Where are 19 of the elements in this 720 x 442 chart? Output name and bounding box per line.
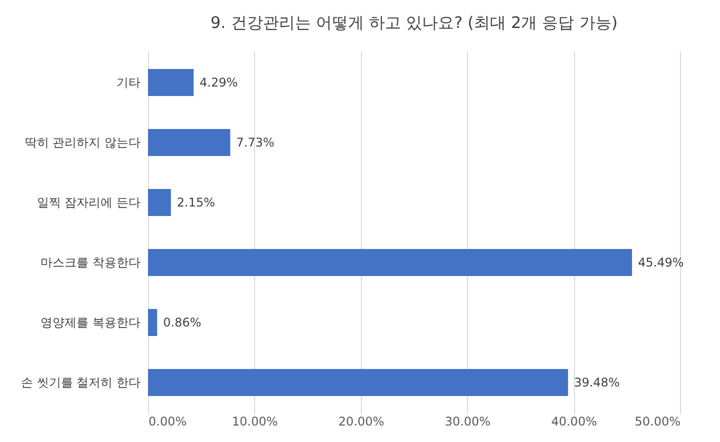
y-tick-label: 마스크를 착용한다 bbox=[40, 256, 140, 270]
x-tick-label: 40.00% bbox=[551, 414, 597, 428]
data-label: 39.48% bbox=[574, 376, 620, 390]
data-label: 4.29% bbox=[200, 76, 238, 90]
x-tick-label: 10.00% bbox=[232, 414, 278, 428]
y-tick-label: 손 씻기를 철저히 한다 bbox=[21, 376, 140, 390]
data-label: 7.73% bbox=[236, 136, 274, 150]
x-tick-label: 0.00% bbox=[148, 414, 187, 428]
x-tick-label: 20.00% bbox=[338, 414, 384, 428]
x-tick-label: 50.00% bbox=[634, 414, 680, 428]
data-label: 45.49% bbox=[638, 256, 684, 270]
y-tick-label: 일찍 잠자리에 든다 bbox=[36, 196, 140, 210]
y-tick-label: 딱히 관리하지 않는다 bbox=[24, 136, 140, 150]
y-tick-label: 기타 bbox=[116, 76, 140, 90]
data-label: 0.86% bbox=[163, 316, 202, 330]
y-tick-label: 영양제를 복용한다 bbox=[40, 316, 140, 330]
x-tick-label: 30.00% bbox=[444, 414, 491, 428]
chart-title: 9. 건강관리는 어떻게 하고 있나요? (최대 2개 응답 가능) bbox=[210, 13, 618, 32]
data-label: 2.15% bbox=[176, 196, 215, 210]
